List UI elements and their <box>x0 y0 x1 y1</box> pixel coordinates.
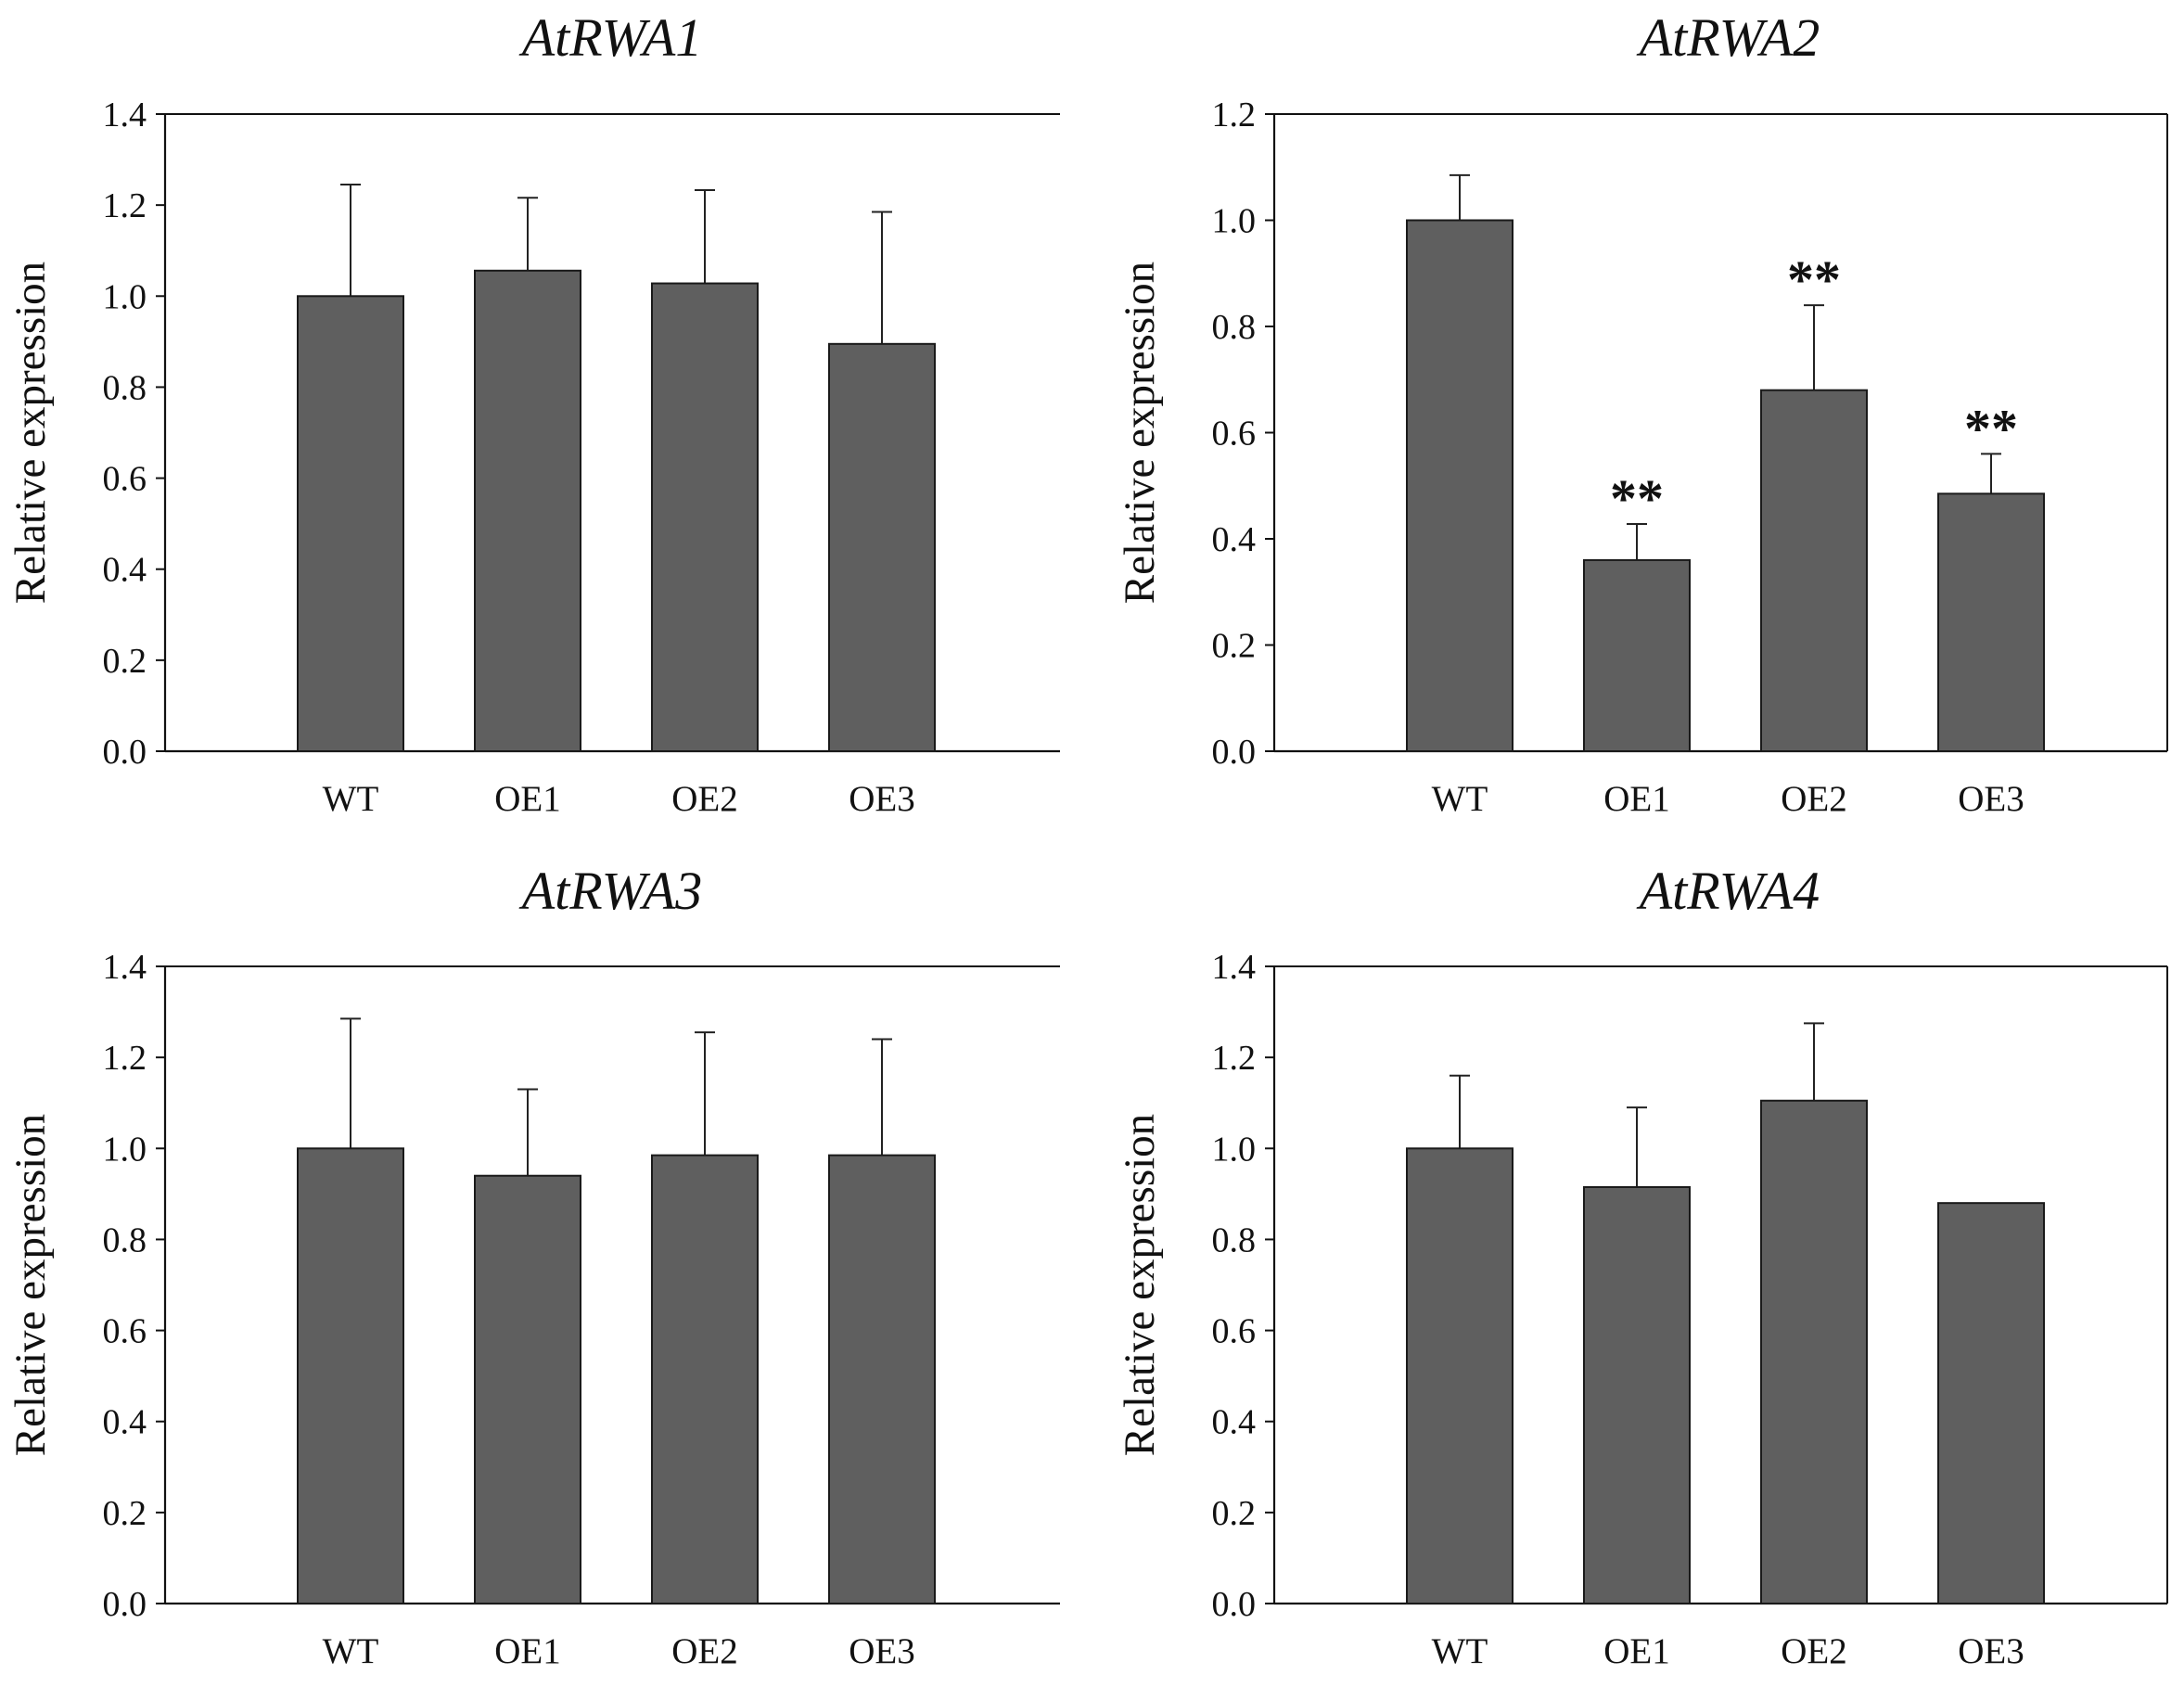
x-tick-label: OE3 <box>849 779 915 819</box>
y-tick-label: 0.8 <box>1212 308 1257 347</box>
y-axis-label: Relative expression <box>1116 262 1164 604</box>
chart-title: AtRWA3 <box>518 861 703 921</box>
bar-oe1 <box>474 1174 581 1604</box>
chart-title: AtRWA1 <box>518 7 703 68</box>
x-tick-label: OE2 <box>671 779 738 819</box>
y-tick-label: 0.6 <box>1212 1312 1257 1351</box>
y-tick-label: 0.8 <box>103 368 147 407</box>
y-tick-label: 1.4 <box>103 948 147 987</box>
y-tick-label: 0.2 <box>1212 627 1257 666</box>
bar-wt <box>1406 1147 1513 1605</box>
x-tick-label: WT <box>323 1631 379 1671</box>
x-tick-label: OE3 <box>1958 779 2024 819</box>
x-tick-label: OE2 <box>1781 779 1847 819</box>
y-tick-label: 0.8 <box>1212 1221 1257 1259</box>
y-tick-label: 0.4 <box>1212 1403 1257 1442</box>
y-tick-label: 1.2 <box>1212 1039 1257 1078</box>
chart-panel-atrwa1: AtRWA1 Relative expression 0.0 0.2 0.4 0.6 0.8… <box>6 7 1060 819</box>
x-tick-label: WT <box>1432 779 1488 819</box>
bar-wt <box>297 1147 404 1605</box>
bar-oe3 <box>828 1154 936 1605</box>
significance-marker: ** <box>1610 468 1664 529</box>
bar-oe2 <box>1760 1099 1868 1604</box>
bar-oe2 <box>651 282 759 752</box>
chart-panel-atrwa2: AtRWA2 Relative expression 0.0 0.2 0.4 0.6 0.8… <box>1116 7 2168 819</box>
x-tick-label: OE1 <box>494 779 561 819</box>
bar-oe1 <box>1583 1185 1691 1605</box>
bar-oe1 <box>474 269 581 752</box>
chart-title: AtRWA2 <box>1636 7 1820 68</box>
y-tick-label: 0.0 <box>103 733 147 772</box>
y-tick-label: 1.2 <box>103 1039 147 1078</box>
x-tick-label: OE1 <box>494 1631 561 1671</box>
bar-oe3 <box>1937 492 2045 753</box>
bar-oe1 <box>1583 558 1691 753</box>
y-tick-label: 0.0 <box>1212 733 1257 772</box>
significance-marker: ** <box>1964 398 2018 458</box>
bar-wt <box>297 295 404 752</box>
x-tick-label: OE2 <box>671 1631 738 1671</box>
x-tick-label: WT <box>323 779 379 819</box>
y-tick-label: 0.2 <box>1212 1494 1257 1533</box>
x-tick-label: OE3 <box>849 1631 915 1671</box>
y-tick-label: 0.6 <box>103 460 147 499</box>
bar-oe2 <box>651 1154 759 1605</box>
y-tick-label: 0.2 <box>103 1494 147 1533</box>
y-axis-label: Relative expression <box>6 262 55 604</box>
bar-oe3 <box>828 342 936 752</box>
y-tick-label: 1.4 <box>1212 948 1257 987</box>
y-tick-label: 1.0 <box>103 277 147 316</box>
bar-oe2 <box>1760 389 1868 752</box>
x-tick-label: OE1 <box>1603 779 1670 819</box>
y-tick-label: 1.0 <box>103 1130 147 1169</box>
chart-panel-atrwa4: AtRWA4 Relative expression 0.0 0.2 0.4 0.6 0.8… <box>1116 861 2168 1671</box>
y-tick-label: 0.4 <box>103 551 147 590</box>
x-tick-label: OE1 <box>1603 1631 1670 1671</box>
chart-panel-atrwa3: AtRWA3 Relative expression 0.0 0.2 0.4 0.6 0.8… <box>6 861 1060 1671</box>
y-axis-label: Relative expression <box>1116 1114 1164 1456</box>
y-tick-label: 1.0 <box>1212 1130 1257 1169</box>
y-tick-label: 1.2 <box>1212 96 1257 134</box>
y-tick-label: 0.4 <box>103 1403 147 1442</box>
y-tick-label: 1.0 <box>1212 202 1257 241</box>
y-tick-label: 0.0 <box>1212 1585 1257 1624</box>
x-tick-label: WT <box>1432 1631 1488 1671</box>
y-tick-label: 0.6 <box>103 1312 147 1351</box>
y-tick-label: 0.4 <box>1212 520 1257 559</box>
y-tick-label: 0.2 <box>103 642 147 681</box>
bar-oe3 <box>1937 1202 2045 1604</box>
y-tick-label: 0.8 <box>103 1221 147 1259</box>
x-tick-label: OE2 <box>1781 1631 1847 1671</box>
y-tick-label: 0.6 <box>1212 415 1257 454</box>
y-tick-label: 0.0 <box>103 1585 147 1624</box>
x-tick-label: OE3 <box>1958 1631 2024 1671</box>
bar-wt <box>1406 219 1513 752</box>
y-tick-label: 1.4 <box>103 96 147 134</box>
chart-title: AtRWA4 <box>1636 861 1820 921</box>
significance-marker: ** <box>1787 249 1841 310</box>
y-tick-label: 1.2 <box>103 186 147 225</box>
y-axis-label: Relative expression <box>6 1114 55 1456</box>
